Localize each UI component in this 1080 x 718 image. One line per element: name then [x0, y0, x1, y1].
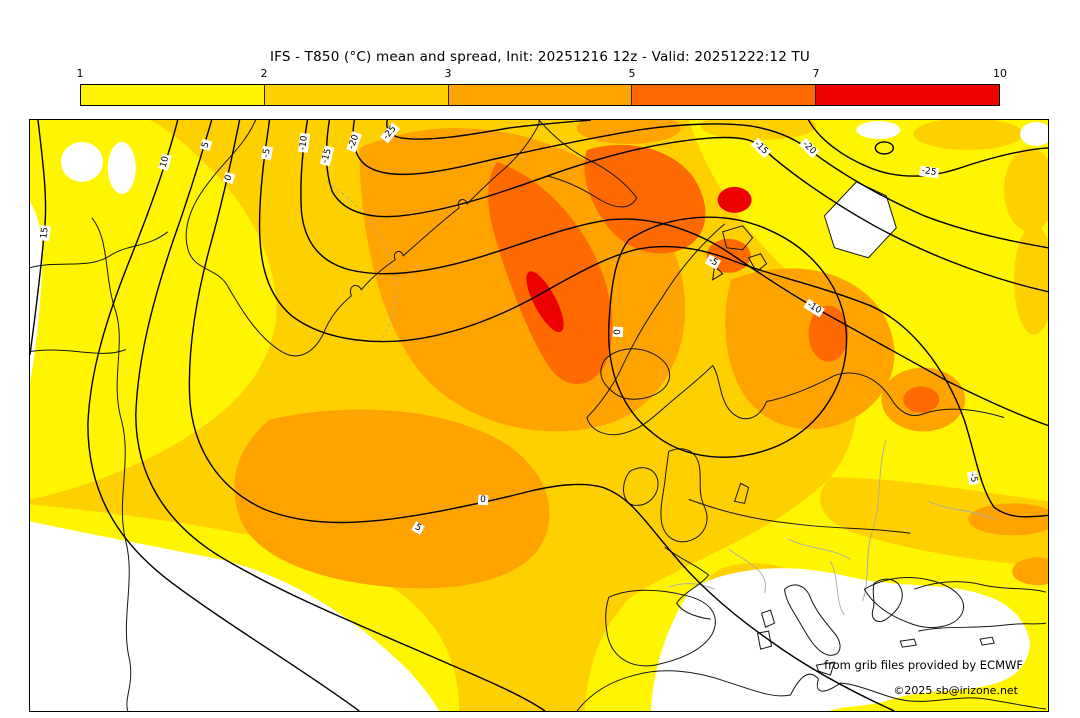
colorbar-segment — [263, 85, 448, 105]
colorbar-tick: 7 — [812, 67, 820, 80]
contour-lines-layer — [30, 120, 1048, 711]
coastline-layer — [30, 120, 1047, 711]
colorbar-tick: 2 — [260, 67, 268, 80]
colorbar-tick: 3 — [444, 67, 452, 80]
colorbar-tick-labels: 1 2 3 5 7 10 — [76, 67, 1008, 82]
colorbar-tick: 5 — [628, 67, 636, 80]
colorbar-tick: 1 — [76, 67, 84, 80]
colorbar-tick: 10 — [993, 67, 1007, 80]
colorbar-scale — [80, 84, 1000, 106]
colorbar-segment — [631, 85, 816, 105]
forecast-map: 15 10 5 0 -5 -10 -15 -20 -25 -15 -20 -25 -5 -10 -5 0 0 5 … — [29, 119, 1049, 712]
spread-fill-layer — [30, 120, 1048, 711]
chart-title: IFS - T850 (°C) mean and spread, Init: 2… — [269, 49, 811, 65]
colorbar-segment — [447, 85, 632, 105]
colorbar-segment — [81, 85, 264, 105]
map-canvas — [30, 120, 1048, 711]
attribution-source: from grib files provided by ECMWF — [824, 658, 1023, 672]
colorbar: 1 2 3 5 7 10 — [76, 67, 1008, 106]
attribution-copyright: ©2025 sb@irizone.net — [893, 684, 1018, 697]
colorbar-segment — [815, 85, 999, 105]
border-lines-layer — [327, 181, 995, 616]
